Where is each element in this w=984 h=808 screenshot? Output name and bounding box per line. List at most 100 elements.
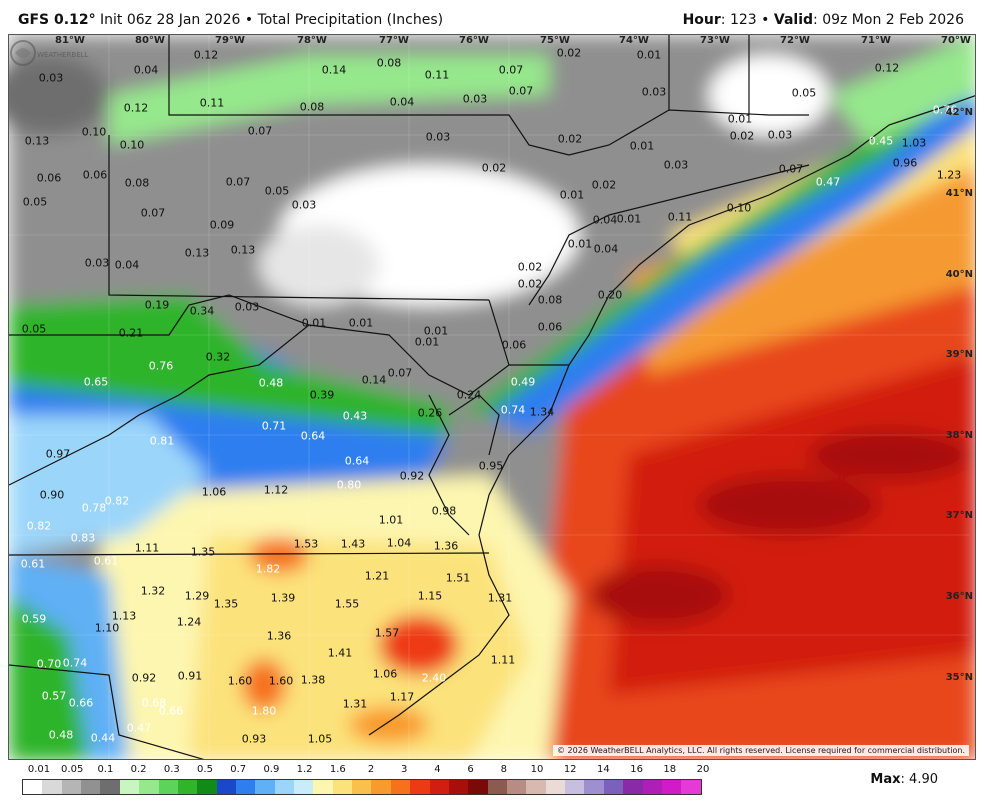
scale-label: 0.3 [163,764,180,775]
precip-value-label: 1.05 [307,732,333,746]
precip-value-label: 0.02 [557,132,583,146]
scale-label: 4 [434,764,441,775]
precip-value-label: 1.36 [266,629,292,643]
precip-value-label: 0.10 [81,125,107,139]
map-canvas [9,35,975,759]
scale-swatch [545,780,566,794]
scale-swatch [352,780,372,794]
scale-swatch [119,780,140,794]
precip-value-label: 0.14 [321,63,347,77]
precip-value-label: 1.82 [255,562,281,576]
precip-value-label: 1.41 [327,646,353,660]
scale-label: 16 [630,764,643,775]
title-bullet: • [244,12,254,28]
precip-value-label: 1.32 [140,584,166,598]
precip-value-label: 0.04 [133,63,159,77]
scale-swatch [487,780,507,794]
weatherbell-logo: WEATHERBELL [10,40,89,66]
precip-value-label: 0.08 [299,100,325,114]
latitude-tick: 42°N [945,107,973,118]
copyright-notice: © 2026 WeatherBELL Analytics, LLC. All r… [553,745,969,756]
precip-value-label: 0.91 [177,669,203,683]
precip-value-label: 0.04 [592,213,618,227]
precip-value-label: 0.05 [264,184,290,198]
scale-label: 0.01 [27,764,51,775]
max-number: 4.90 [909,772,938,787]
precip-value-label: 0.11 [199,96,225,110]
scale-swatch [448,780,469,794]
precip-value-label: 0.66 [158,704,184,718]
precip-value-label: 0.83 [70,531,96,545]
precip-value-label: 0.01 [423,324,449,338]
precip-value-label: 0.01 [616,212,642,226]
precip-value-label: 1.55 [334,597,360,611]
latitude-tick: 35°N [945,672,973,683]
scale-label: 6 [467,764,474,775]
precip-value-label: 0.01 [559,188,585,202]
scale-swatch [410,780,430,794]
precip-value-label: 0.32 [205,350,231,364]
precip-value-label: 0.64 [300,429,326,443]
precip-value-label: 0.05 [21,322,47,336]
precip-value-label: 0.26 [417,406,443,420]
precip-value-label: 0.03 [291,198,317,212]
precip-value-label: 0.05 [791,86,817,100]
scale-swatch [255,780,275,794]
precip-value-label: 1.21 [364,569,390,583]
precip-value-label: 0.08 [376,56,402,70]
precip-value-label: 0.08 [537,293,563,307]
longitude-tick: 74°W [619,35,649,46]
precip-value-label: 0.74 [62,656,88,670]
valid-value: 09z Mon 2 Feb 2026 [822,12,964,28]
scale-swatch [139,780,159,794]
product-name: Total Precipitation (Inches) [257,12,444,28]
precip-value-label: 0.59 [21,612,47,626]
precip-value-label: 2.40 [421,671,447,685]
scale-swatch [390,780,411,794]
precip-value-label: 1.06 [372,667,398,681]
precip-value-label: 1.29 [184,589,210,603]
init-time: Init 06z 28 Jan 2026 [100,12,241,28]
precip-value-label: 1.10 [94,621,120,635]
scale-label: 18 [663,764,677,775]
scale-swatch [177,780,198,794]
model-name: GFS 0.12 [18,12,89,28]
precip-value-label: 0.45 [868,134,894,148]
precip-value-label: 0.76 [148,359,174,373]
scale-label: 8 [500,764,507,775]
scale-swatch [332,780,353,794]
scale-label: 14 [597,764,610,775]
precip-value-label: 0.06 [36,171,62,185]
precip-value-label: 0.82 [26,519,52,533]
precip-value-label: 0.66 [68,696,94,710]
precip-value-label: 0.01 [636,48,662,62]
precip-value-label: 0.39 [309,388,335,402]
precip-value-label: 0.47 [126,721,152,735]
precip-value-label: 1.34 [529,405,555,419]
scale-swatch [81,780,101,794]
scale-swatch [623,780,643,794]
scale-label: 1.6 [329,764,346,775]
precip-value-label: 0.47 [815,175,841,189]
precip-value-label: 0.03 [663,158,689,172]
precip-value-label: 1.23 [936,168,962,182]
scale-swatch [681,780,701,794]
precip-value-label: 0.19 [144,298,170,312]
precip-value-label: 0.02 [729,129,755,143]
precip-value-label: 1.15 [417,589,443,603]
scale-swatch [23,780,43,794]
longitude-tick: 81°W [55,35,85,46]
precip-value-label: 1.11 [490,653,516,667]
scale-label: 0.1 [97,764,114,775]
scale-label: 10 [530,764,544,775]
hour-value: 123 [729,12,757,28]
precip-value-label: 0.20 [597,288,623,302]
precip-value-label: 0.12 [874,61,900,75]
scale-swatch [565,780,585,794]
scale-swatch [603,780,624,794]
precip-value-label: 0.13 [24,134,50,148]
valid-label: Valid [773,12,814,28]
precip-value-label: 1.04 [386,536,412,550]
hour-label: Hour [682,12,721,28]
scale-label: 0.9 [263,764,280,775]
